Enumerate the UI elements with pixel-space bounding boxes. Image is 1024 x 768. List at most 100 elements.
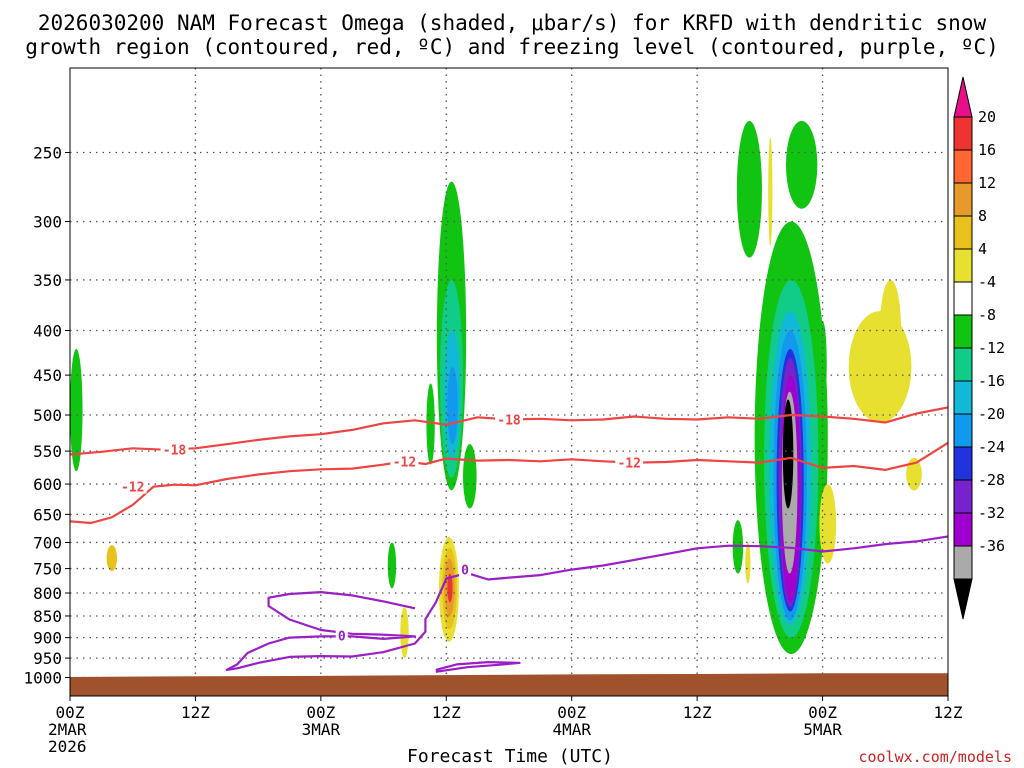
colorbar-bin-3 xyxy=(953,215,973,250)
grid-lines xyxy=(70,68,948,696)
colorbar-label-0: 20 xyxy=(978,108,996,126)
ytick-label-700: 700 xyxy=(33,533,62,552)
colorbar-bin-0 xyxy=(953,116,973,151)
isotherm-label-minus18-a: -18 xyxy=(163,444,187,459)
xtick-label-12-0: 12Z xyxy=(181,703,210,722)
plot-frame xyxy=(69,67,949,697)
colorbar-label-8: -16 xyxy=(978,372,1005,390)
colorbar-label-12: -32 xyxy=(978,504,1005,522)
isotherm-label-minus12-a-bg xyxy=(118,479,147,494)
omega-shading xyxy=(70,120,922,659)
colorbar-label-5: -4 xyxy=(978,273,996,291)
colorbar-bin-6 xyxy=(953,314,973,349)
freezing-label-b-bg xyxy=(459,562,472,577)
omega-region-33 xyxy=(906,457,922,491)
colorbar-bin-9 xyxy=(953,413,973,448)
ytick-label-500: 500 xyxy=(33,406,62,425)
colorbar-bin-5 xyxy=(953,281,973,316)
ytick-label-400: 400 xyxy=(33,322,62,341)
omega-region-18 xyxy=(768,137,773,246)
chart-title-line-2: growth region (contoured, red, ºC) and f… xyxy=(25,35,999,59)
omega-region-11 xyxy=(447,573,453,603)
omega-region-30 xyxy=(819,484,837,564)
colorbar-bin-10 xyxy=(953,446,973,481)
omega-region-31 xyxy=(848,311,912,423)
freezing-level xyxy=(225,535,949,671)
ytick-label-950: 950 xyxy=(33,649,62,668)
xtick-label-48-1: 4MAR xyxy=(552,720,591,739)
isotherm-label-minus18-b-bg xyxy=(495,412,523,427)
y-axis: 250 300 350 400 450 500 550 600 650 700 750 800 850 9… xyxy=(23,144,70,688)
colorbar-bottom-arrow xyxy=(953,578,973,620)
colorbar-label-13: -36 xyxy=(978,537,1005,555)
xtick-label-24-0: 00Z xyxy=(306,703,335,722)
xtick-label-0-0: 00Z xyxy=(56,703,85,722)
ytick-label-1000: 1000 xyxy=(23,669,62,688)
colorbar-label-4: 4 xyxy=(978,240,987,258)
isotherm-label-minus12-b-bg xyxy=(390,454,419,469)
colorbar-bin-12 xyxy=(953,512,973,547)
omega-region-0 xyxy=(70,348,83,472)
isotherm-label-minus12-a: -12 xyxy=(121,481,144,496)
xtick-label-72-0: 00Z xyxy=(808,703,837,722)
omega-region-12 xyxy=(463,444,477,509)
colorbar-bin-2 xyxy=(953,182,973,217)
freezing-label-a-bg xyxy=(335,628,348,643)
colorbar-bin-4 xyxy=(953,248,973,283)
ytick-label-900: 900 xyxy=(33,629,62,648)
freezing-label-a: 0 xyxy=(338,630,346,645)
colorbar-bin-11 xyxy=(953,479,973,514)
ytick-label-850: 850 xyxy=(33,607,62,626)
colorbar-label-11: -28 xyxy=(978,471,1005,489)
colorbar-label-6: -8 xyxy=(978,306,996,324)
omega-region-17 xyxy=(745,542,751,584)
ytick-label-600: 600 xyxy=(33,475,62,494)
omega-region-14 xyxy=(736,120,762,258)
isotherm-label-minus18-a-bg xyxy=(160,442,189,457)
xtick-label-24-1: 3MAR xyxy=(302,720,341,739)
colorbar-label-1: 16 xyxy=(978,141,996,159)
isotherm-label-minus12-c: -12 xyxy=(617,457,640,472)
colorbar-label-3: 8 xyxy=(978,207,987,225)
colorbar-bin-1 xyxy=(953,149,973,184)
colorbar-bin-13 xyxy=(953,545,973,580)
colorbar-label-10: -24 xyxy=(978,438,1005,456)
omega-region-15 xyxy=(785,120,818,209)
omega-region-32 xyxy=(880,279,901,376)
omega-region-29 xyxy=(818,320,827,408)
ytick-label-800: 800 xyxy=(33,584,62,603)
xtick-label-60-0: 12Z xyxy=(683,703,712,722)
xtick-label-36-0: 12Z xyxy=(432,703,461,722)
omega-region-7 xyxy=(447,366,458,445)
ytick-label-350: 350 xyxy=(33,271,62,290)
ytick-label-750: 750 xyxy=(33,560,62,579)
xtick-label-48-0: 00Z xyxy=(557,703,586,722)
ytick-label-300: 300 xyxy=(33,213,62,232)
colorbar-bin-8 xyxy=(953,380,973,415)
isotherm-label-minus18-b: -18 xyxy=(497,414,521,429)
omega-region-13 xyxy=(400,606,409,659)
colorbar-label-2: 12 xyxy=(978,174,996,192)
ytick-label-650: 650 xyxy=(33,505,62,524)
freezing-label-b: 0 xyxy=(461,564,469,579)
freezing-level-lower xyxy=(435,661,521,673)
terrain-fill xyxy=(69,673,949,697)
xtick-label-0-1: 2MAR xyxy=(48,720,87,739)
isotherm-label-minus12-b: -12 xyxy=(393,455,416,470)
ytick-label-550: 550 xyxy=(33,442,62,461)
ytick-label-250: 250 xyxy=(33,144,62,163)
xtick-label-84-0: 12Z xyxy=(934,703,963,722)
colorbar-label-7: -12 xyxy=(978,339,1005,357)
x-axis-title: Forecast Time (UTC) xyxy=(407,746,613,767)
omega-region-28 xyxy=(782,399,794,509)
xtick-label-72-1: 5MAR xyxy=(803,720,842,739)
contour-lines: -18 -18 -12 -12 -12 0 0 xyxy=(69,406,949,673)
omega-region-2 xyxy=(387,542,397,589)
isotherm-label-minus12-c-bg xyxy=(615,455,644,470)
colorbar-top-arrow xyxy=(953,76,973,118)
omega-region-1 xyxy=(106,545,118,572)
ytick-label-450: 450 xyxy=(33,366,62,385)
terrain-polygon xyxy=(69,673,949,697)
